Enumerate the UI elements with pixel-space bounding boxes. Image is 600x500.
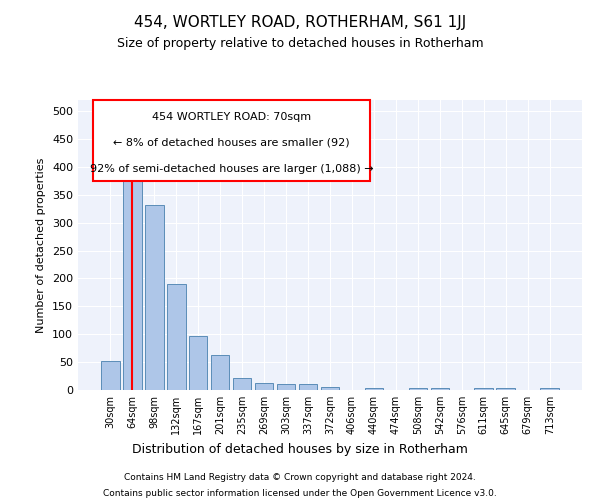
Bar	[145, 205, 164, 390]
Bar	[167, 284, 185, 390]
Bar	[320, 386, 340, 390]
Bar	[189, 336, 208, 390]
Bar	[299, 384, 317, 390]
Bar	[365, 388, 383, 390]
Bar	[541, 388, 559, 390]
Bar	[409, 388, 427, 390]
Text: 92% of semi-detached houses are larger (1,088) →: 92% of semi-detached houses are larger (…	[90, 164, 374, 174]
Bar	[277, 384, 295, 390]
Bar	[101, 361, 119, 390]
Bar	[475, 388, 493, 390]
Text: Contains public sector information licensed under the Open Government Licence v3: Contains public sector information licen…	[103, 489, 497, 498]
Text: 454 WORTLEY ROAD: 70sqm: 454 WORTLEY ROAD: 70sqm	[152, 112, 311, 122]
Text: Contains HM Land Registry data © Crown copyright and database right 2024.: Contains HM Land Registry data © Crown c…	[124, 472, 476, 482]
Bar	[233, 378, 251, 390]
Y-axis label: Number of detached properties: Number of detached properties	[37, 158, 46, 332]
Text: Distribution of detached houses by size in Rotherham: Distribution of detached houses by size …	[132, 442, 468, 456]
Bar	[496, 388, 515, 390]
Bar	[255, 384, 274, 390]
Text: ← 8% of detached houses are smaller (92): ← 8% of detached houses are smaller (92)	[113, 138, 350, 147]
Bar	[211, 356, 229, 390]
Bar	[123, 164, 142, 390]
Bar	[431, 388, 449, 390]
FancyBboxPatch shape	[93, 100, 370, 181]
Text: Size of property relative to detached houses in Rotherham: Size of property relative to detached ho…	[116, 38, 484, 51]
Text: 454, WORTLEY ROAD, ROTHERHAM, S61 1JJ: 454, WORTLEY ROAD, ROTHERHAM, S61 1JJ	[134, 15, 466, 30]
